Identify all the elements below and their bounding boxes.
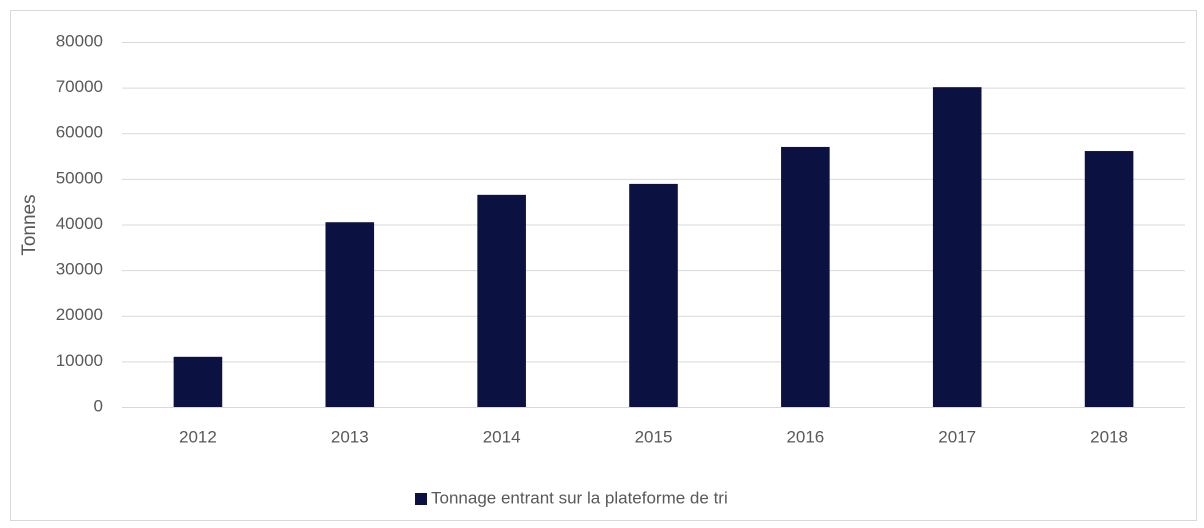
- y-tick-label: 60000: [56, 123, 103, 142]
- legend-label: Tonnage entrant sur la plateforme de tri: [431, 488, 728, 507]
- bar: [629, 183, 678, 407]
- y-tick-label: 40000: [56, 214, 103, 233]
- y-tick-label: 70000: [56, 77, 103, 96]
- x-tick-label: 2016: [786, 427, 824, 446]
- chart-border: [10, 10, 1197, 521]
- y-tick-label: 80000: [56, 31, 103, 50]
- y-axis-label: Tonnes: [19, 194, 40, 255]
- bar: [781, 146, 830, 407]
- legend-swatch: [415, 493, 427, 505]
- bar: [173, 356, 223, 407]
- x-tick-label: 2014: [483, 427, 521, 446]
- y-tick-label: 50000: [56, 168, 103, 187]
- bar: [932, 87, 982, 407]
- bar: [477, 194, 526, 407]
- x-tick-label: 2017: [938, 427, 976, 446]
- x-tick-label: 2013: [331, 427, 369, 446]
- y-tick-label: 30000: [56, 260, 103, 279]
- bar: [1084, 151, 1134, 407]
- y-tick-label: 10000: [56, 351, 103, 370]
- bar: [325, 222, 375, 407]
- y-tick-label: 20000: [56, 305, 103, 324]
- x-tick-label: 2018: [1090, 427, 1128, 446]
- x-tick-label: 2015: [635, 427, 673, 446]
- x-tick-label: 2012: [179, 427, 217, 446]
- y-tick-label: 0: [94, 396, 103, 415]
